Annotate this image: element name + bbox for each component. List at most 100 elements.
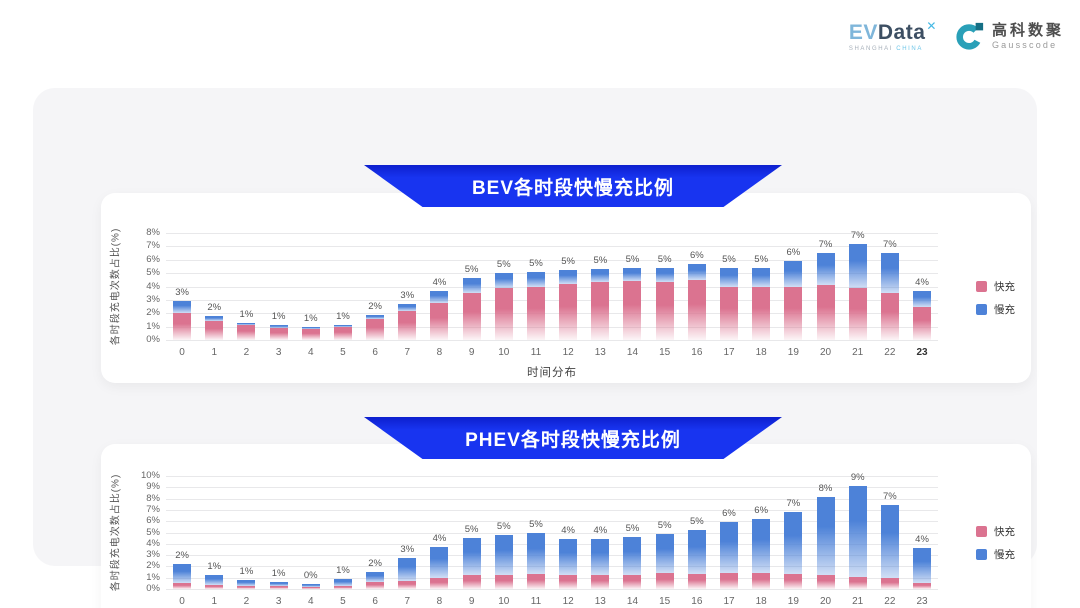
- bar-segment-slow[interactable]: [430, 290, 449, 303]
- bar-segment-fast[interactable]: [462, 575, 481, 589]
- bar-segment-fast[interactable]: [237, 325, 256, 340]
- bar-hour-12[interactable]: [559, 539, 578, 589]
- bar-segment-slow[interactable]: [784, 512, 803, 575]
- bar-hour-12[interactable]: [559, 270, 578, 340]
- bar-hour-8[interactable]: [430, 547, 449, 589]
- bar-segment-fast[interactable]: [687, 574, 706, 589]
- bar-segment-slow[interactable]: [591, 269, 610, 283]
- bar-segment-fast[interactable]: [687, 279, 706, 340]
- bar-hour-11[interactable]: [526, 271, 545, 340]
- bar-segment-fast[interactable]: [205, 585, 224, 589]
- bar-segment-slow[interactable]: [301, 583, 320, 587]
- bar-segment-slow[interactable]: [526, 532, 545, 575]
- bar-hour-1[interactable]: [205, 575, 224, 589]
- bar-segment-slow[interactable]: [655, 533, 674, 574]
- bar-hour-17[interactable]: [720, 267, 738, 340]
- bar-segment-slow[interactable]: [237, 579, 256, 586]
- bar-segment-slow[interactable]: [816, 497, 835, 576]
- bar-segment-fast[interactable]: [816, 285, 835, 340]
- bar-segment-slow[interactable]: [623, 267, 642, 282]
- bar-segment-slow[interactable]: [205, 315, 224, 322]
- bar-hour-19[interactable]: [784, 512, 803, 589]
- bar-hour-23[interactable]: [913, 290, 932, 340]
- bar-hour-21[interactable]: [848, 486, 867, 589]
- bar-segment-slow[interactable]: [784, 261, 803, 287]
- bar-hour-14[interactable]: [623, 537, 642, 589]
- bar-segment-slow[interactable]: [173, 564, 192, 584]
- bar-hour-17[interactable]: [720, 522, 738, 589]
- bar-hour-13[interactable]: [591, 538, 610, 589]
- bar-hour-21[interactable]: [848, 243, 867, 340]
- bar-hour-7[interactable]: [398, 557, 417, 589]
- bar-hour-9[interactable]: [462, 538, 481, 589]
- bar-hour-0[interactable]: [173, 300, 192, 340]
- bar-segment-fast[interactable]: [269, 586, 288, 589]
- bar-segment-fast[interactable]: [591, 575, 610, 589]
- bar-segment-fast[interactable]: [269, 327, 288, 340]
- bar-segment-fast[interactable]: [333, 326, 352, 340]
- bar-hour-22[interactable]: [880, 505, 899, 589]
- bar-segment-fast[interactable]: [623, 281, 642, 340]
- legend-item-slow-charge[interactable]: 慢充: [976, 547, 1015, 562]
- bar-segment-fast[interactable]: [237, 585, 256, 589]
- bar-segment-slow[interactable]: [591, 538, 610, 576]
- bar-hour-5[interactable]: [333, 324, 352, 340]
- bar-segment-slow[interactable]: [623, 537, 642, 576]
- bar-segment-fast[interactable]: [173, 313, 192, 340]
- bar-segment-slow[interactable]: [173, 300, 192, 314]
- bar-segment-fast[interactable]: [494, 575, 513, 589]
- bar-hour-20[interactable]: [816, 253, 835, 340]
- bar-segment-fast[interactable]: [913, 583, 932, 589]
- bar-hour-6[interactable]: [366, 314, 385, 340]
- bar-hour-3[interactable]: [269, 325, 288, 340]
- bar-hour-6[interactable]: [366, 572, 385, 589]
- bar-segment-fast[interactable]: [848, 287, 867, 340]
- bar-segment-fast[interactable]: [655, 573, 674, 589]
- bar-segment-fast[interactable]: [366, 318, 385, 340]
- bar-segment-slow[interactable]: [848, 486, 867, 577]
- bar-segment-slow[interactable]: [752, 267, 771, 287]
- bar-segment-slow[interactable]: [366, 572, 385, 583]
- bar-segment-fast[interactable]: [880, 577, 899, 589]
- bar-segment-slow[interactable]: [398, 303, 417, 311]
- bar-segment-slow[interactable]: [301, 327, 320, 329]
- bar-segment-fast[interactable]: [205, 321, 224, 340]
- bar-segment-slow[interactable]: [848, 243, 867, 288]
- bar-hour-23[interactable]: [913, 548, 932, 589]
- bar-segment-slow[interactable]: [430, 547, 449, 578]
- bar-segment-slow[interactable]: [333, 324, 352, 327]
- bar-segment-fast[interactable]: [173, 583, 192, 589]
- bar-segment-fast[interactable]: [430, 302, 449, 340]
- bar-hour-16[interactable]: [687, 263, 706, 340]
- bar-segment-slow[interactable]: [559, 270, 578, 284]
- bar-segment-slow[interactable]: [655, 267, 674, 283]
- bar-segment-slow[interactable]: [880, 253, 899, 294]
- bar-hour-1[interactable]: [205, 315, 224, 340]
- bar-hour-9[interactable]: [462, 278, 481, 340]
- bar-hour-10[interactable]: [494, 534, 513, 589]
- bar-hour-8[interactable]: [430, 290, 449, 340]
- bar-segment-slow[interactable]: [913, 290, 932, 307]
- bar-segment-fast[interactable]: [848, 576, 867, 589]
- bar-hour-2[interactable]: [237, 579, 256, 589]
- bar-hour-14[interactable]: [623, 267, 642, 340]
- bar-segment-slow[interactable]: [687, 263, 706, 280]
- bar-segment-fast[interactable]: [526, 286, 545, 340]
- bar-hour-18[interactable]: [752, 267, 771, 340]
- bar-segment-fast[interactable]: [462, 293, 481, 340]
- bar-hour-15[interactable]: [655, 533, 674, 589]
- bar-hour-22[interactable]: [880, 253, 899, 340]
- bar-hour-18[interactable]: [752, 518, 771, 589]
- bar-segment-slow[interactable]: [913, 548, 932, 584]
- bar-hour-15[interactable]: [655, 267, 674, 340]
- bar-hour-0[interactable]: [173, 564, 192, 589]
- bar-segment-fast[interactable]: [333, 585, 352, 589]
- bar-hour-11[interactable]: [526, 532, 545, 589]
- bar-hour-3[interactable]: [269, 582, 288, 589]
- bar-segment-fast[interactable]: [752, 573, 771, 589]
- bar-segment-slow[interactable]: [237, 322, 256, 326]
- bar-hour-13[interactable]: [591, 269, 610, 340]
- bar-segment-fast[interactable]: [526, 574, 545, 589]
- bar-segment-fast[interactable]: [301, 586, 320, 589]
- bar-segment-fast[interactable]: [784, 286, 803, 340]
